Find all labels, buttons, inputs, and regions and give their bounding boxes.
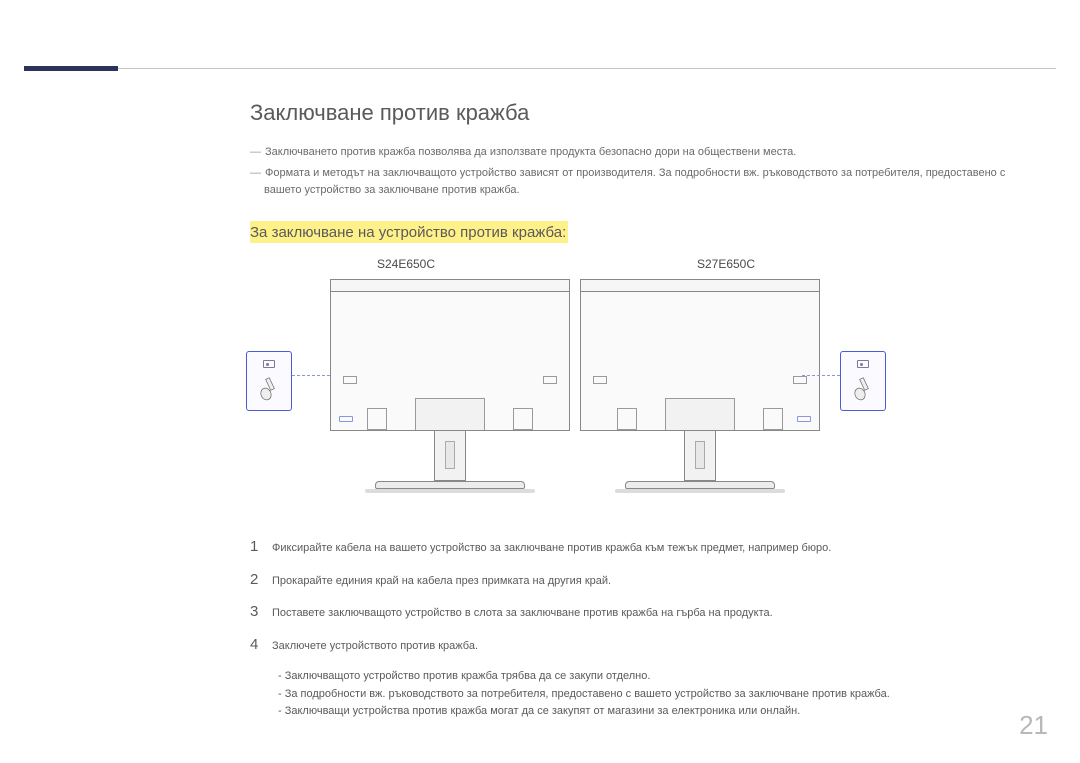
step-number: 1 [250, 538, 272, 556]
note-2: Формата и методът на заключващото устрой… [250, 165, 1040, 199]
section-title: Заключване против кражба [250, 100, 1040, 126]
bullet-3: Заключващи устройства против кражба мога… [278, 703, 1040, 721]
bullet-2: За подробности вж. ръководството за потр… [278, 686, 1040, 704]
step-text: Прокарайте единия край на кабела през пр… [272, 571, 611, 590]
model-diagram: S24E650C S27E650C [246, 257, 886, 514]
bullet-1: Заключващото устройство против кражба тр… [278, 668, 1040, 686]
lock-slot-icon [857, 360, 869, 368]
dashed-line-left [292, 375, 330, 376]
monitor-diagram-right [580, 279, 820, 493]
notes-list: Заключващото устройство против кражба тр… [278, 668, 1040, 721]
step-text: Заключете устройството против кражба. [272, 636, 478, 655]
note-1: Заключването против кражба позволява да … [250, 144, 1040, 161]
step-1: 1 Фиксирайте кабела на вашето устройство… [250, 538, 1040, 557]
step-number: 3 [250, 603, 272, 621]
model-label-right: S27E650C [606, 257, 846, 271]
page-number: 21 [1019, 710, 1048, 741]
lock-callout-left [246, 351, 292, 411]
lock-callout-right [840, 351, 886, 411]
step-3: 3 Поставете заключващото устройство в сл… [250, 603, 1040, 622]
model-label-left: S24E650C [286, 257, 526, 271]
lock-key-icon [854, 374, 872, 402]
step-number: 4 [250, 636, 272, 654]
subsection-title: За заключване на устройство против кражб… [250, 221, 568, 243]
step-number: 2 [250, 571, 272, 589]
step-text: Фиксирайте кабела на вашето устройство з… [272, 538, 831, 557]
step-2: 2 Прокарайте единия край на кабела през … [250, 571, 1040, 590]
dashed-line-right [802, 375, 840, 376]
header-accent [24, 66, 118, 71]
page-content: Заключване против кражба Заключването пр… [250, 100, 1040, 721]
lock-slot-icon [263, 360, 275, 368]
header-rule [24, 68, 1056, 69]
step-text: Поставете заключващото устройство в слот… [272, 603, 773, 622]
step-4: 4 Заключете устройството против кражба. [250, 636, 1040, 655]
lock-key-icon [260, 374, 278, 402]
steps-list: 1 Фиксирайте кабела на вашето устройство… [250, 538, 1040, 721]
monitor-diagram-left [330, 279, 570, 493]
